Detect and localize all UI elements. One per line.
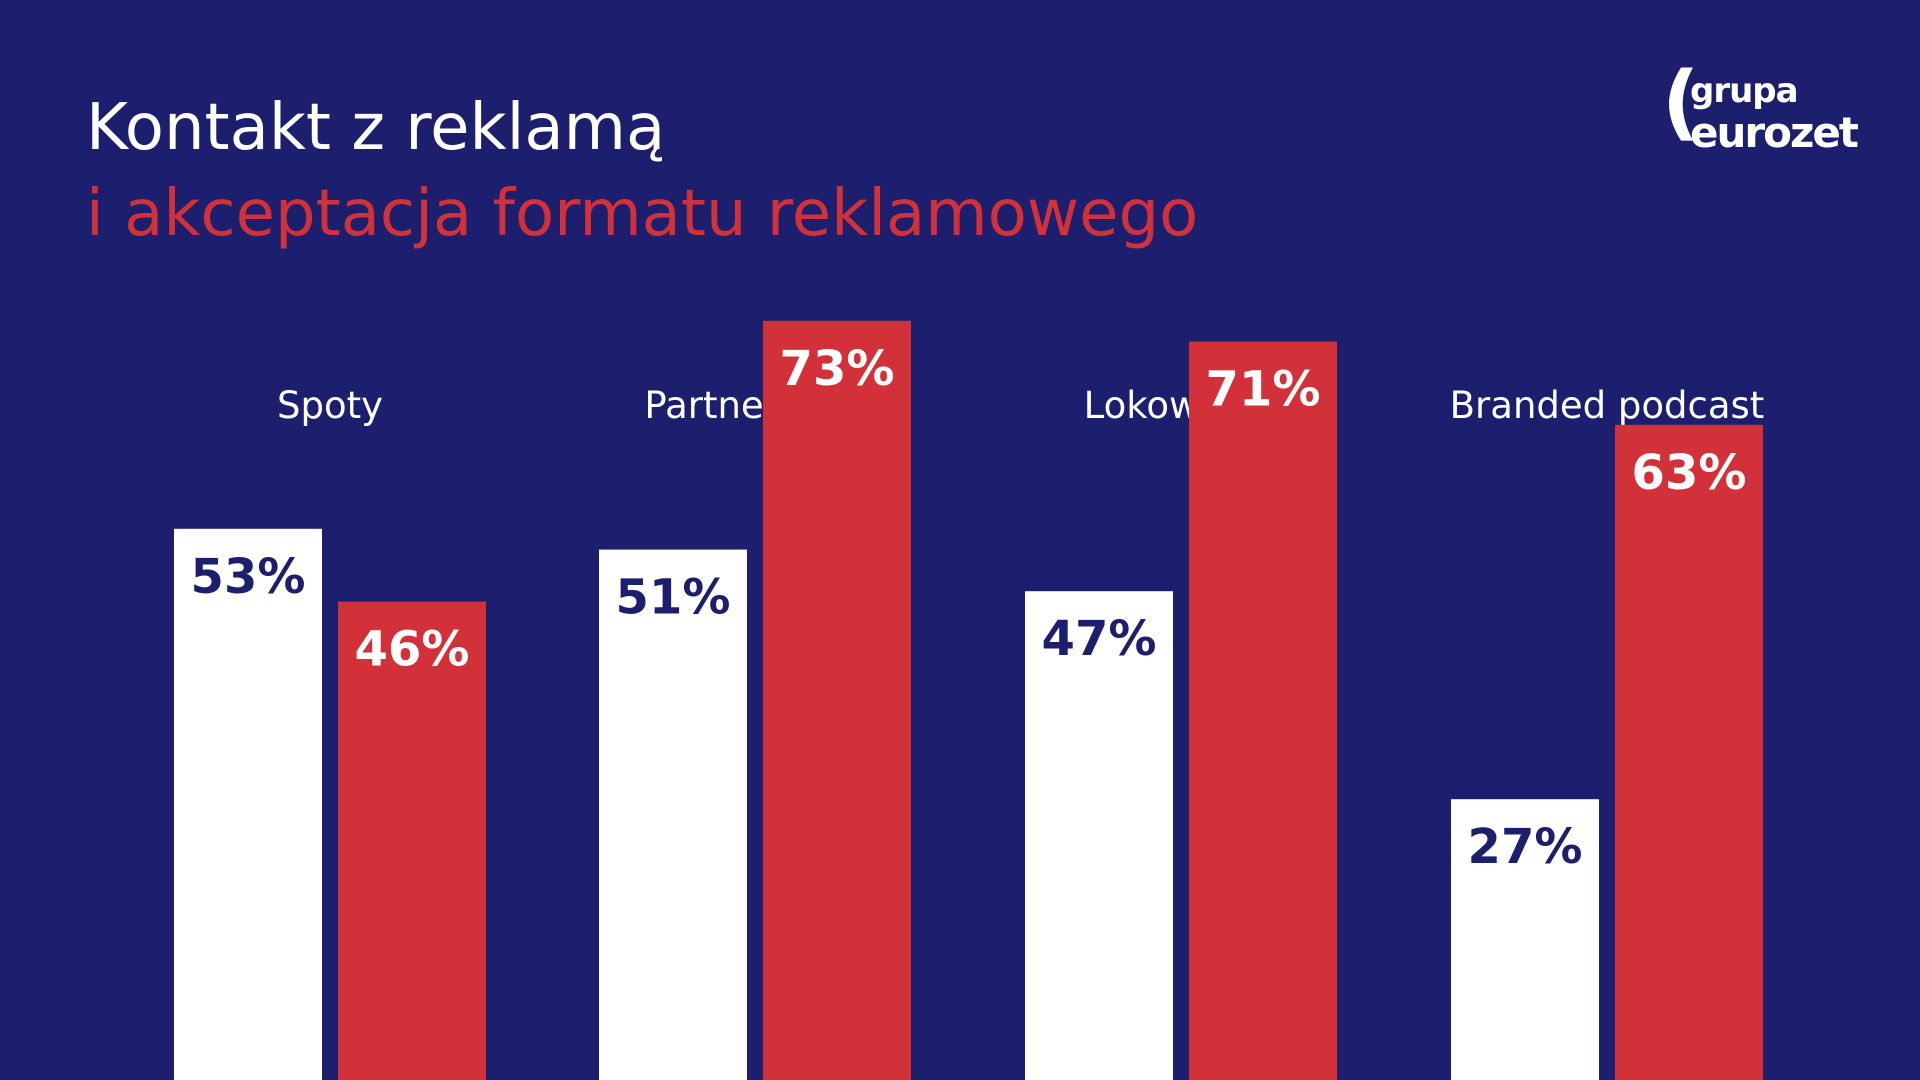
bar bbox=[338, 601, 486, 1080]
logo-text-top: grupa bbox=[1690, 71, 1799, 111]
category-label: Branded podcast bbox=[1450, 384, 1765, 427]
grupa-eurozet-logo: ( grupa eurozet bbox=[1662, 62, 1872, 170]
bar bbox=[1025, 591, 1173, 1080]
data-label: 71% bbox=[1206, 362, 1321, 418]
bar bbox=[174, 528, 322, 1080]
chart-subtitle: i akceptacja formatu reklamowego bbox=[86, 177, 1199, 251]
bar bbox=[1615, 424, 1763, 1080]
logo-text-bottom: eurozet bbox=[1690, 108, 1859, 157]
bar bbox=[1189, 341, 1337, 1080]
data-label: 27% bbox=[1468, 819, 1583, 875]
data-label: 46% bbox=[355, 622, 470, 678]
chart-title: Kontakt z reklamą bbox=[86, 91, 666, 165]
bar bbox=[1451, 799, 1599, 1080]
data-label: 73% bbox=[780, 341, 895, 397]
bar bbox=[599, 549, 747, 1080]
data-label: 51% bbox=[616, 570, 731, 626]
data-label: 53% bbox=[191, 549, 306, 605]
data-label: 63% bbox=[1632, 445, 1747, 501]
data-label: 47% bbox=[1042, 611, 1157, 667]
logo-paren: ( bbox=[1662, 55, 1700, 150]
category-label: Spoty bbox=[277, 384, 383, 427]
bar bbox=[763, 320, 911, 1080]
